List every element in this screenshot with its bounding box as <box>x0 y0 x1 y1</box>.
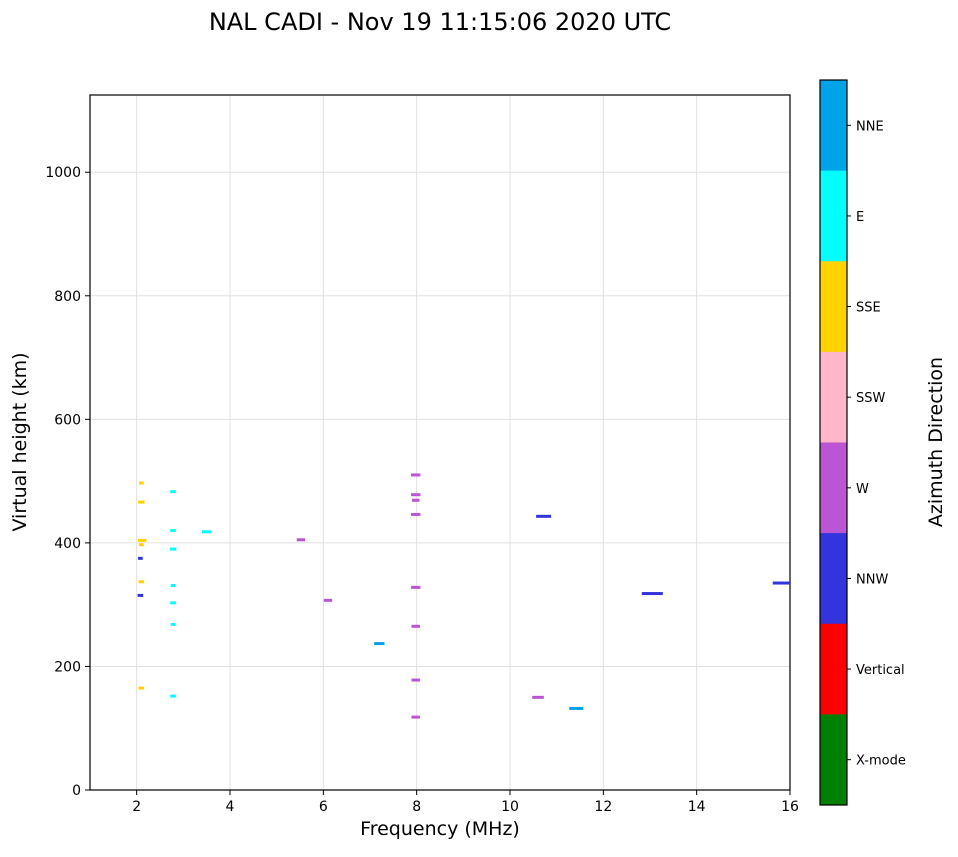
colorbar-entry-label: W <box>856 482 869 497</box>
data-point-w <box>411 512 421 516</box>
y-tick-label: 0 <box>72 783 81 799</box>
data-point-nnw <box>137 593 144 597</box>
data-point-w <box>296 538 306 542</box>
colorbar-entry-label: E <box>856 210 864 225</box>
x-tick-label: 12 <box>594 799 612 815</box>
plot-border <box>89 94 791 791</box>
data-point-w <box>411 624 420 628</box>
colorbar-entry-label: SSW <box>856 391 886 406</box>
data-point-w <box>411 715 420 719</box>
colorbar-segment-w <box>820 442 847 534</box>
colorbar-segment-vertical <box>820 623 847 715</box>
data-point-e <box>169 547 177 551</box>
data-point-w <box>532 695 544 699</box>
data-point-sse <box>138 538 147 542</box>
data-point-nne <box>569 706 584 710</box>
colorbar-entry-label: Vertical <box>856 663 905 678</box>
colorbar-segment-x-mode <box>820 714 847 806</box>
data-point-nnw <box>536 514 552 518</box>
data-point-e <box>170 490 176 494</box>
x-axis-label: Frequency (MHz) <box>360 818 520 840</box>
data-point-e <box>170 601 176 605</box>
data-point-nne <box>374 642 385 646</box>
colorbar-entry-label: NNE <box>856 119 884 134</box>
x-tick-label: 16 <box>781 799 799 815</box>
x-tick-label: 10 <box>501 799 519 815</box>
data-point-nnw <box>138 556 143 560</box>
data-point-e <box>170 694 176 698</box>
y-axis-label: Virtual height (km) <box>9 352 31 532</box>
data-point-w <box>411 585 421 589</box>
chart-title: NAL CADI - Nov 19 11:15:06 2020 UTC <box>208 8 672 36</box>
data-point-w <box>411 473 421 477</box>
colorbar-border <box>819 79 848 806</box>
y-tick-label: 200 <box>54 659 81 675</box>
colorbar-entry-label: NNW <box>856 572 888 587</box>
data-point-sse <box>138 686 145 690</box>
colorbar-segment-nnw <box>820 533 847 625</box>
colorbar-segment-ssw <box>820 351 847 443</box>
data-point-w <box>411 493 421 497</box>
data-point-w <box>412 498 420 502</box>
colorbar-segment-nne <box>820 80 847 172</box>
colorbar-entry-label: X-mode <box>856 754 906 769</box>
data-point-sse <box>139 481 144 485</box>
x-tick-label: 8 <box>412 799 421 815</box>
data-point-w <box>411 678 420 682</box>
y-tick-label: 600 <box>54 412 81 428</box>
data-point-sse <box>139 543 144 547</box>
data-point-sse <box>138 500 145 504</box>
y-tick-label: 800 <box>54 289 81 305</box>
x-tick-label: 14 <box>688 799 706 815</box>
data-point-e <box>170 529 176 533</box>
y-tick-label: 400 <box>54 536 81 552</box>
data-point-w <box>323 598 333 602</box>
y-tick-label: 1000 <box>45 165 81 181</box>
colorbar-segment-e <box>820 170 847 262</box>
data-point-e <box>202 530 212 534</box>
data-point-e <box>170 622 176 626</box>
colorbar-segment-sse <box>820 261 847 353</box>
data-point-nnw <box>641 592 663 596</box>
colorbar-axis-label: Azimuth Direction <box>925 356 947 528</box>
data-point-nnw <box>772 581 790 585</box>
colorbar-entry-label: SSE <box>856 301 881 316</box>
x-tick-label: 6 <box>319 799 328 815</box>
x-tick-label: 4 <box>226 799 235 815</box>
data-point-sse <box>138 580 145 584</box>
x-tick-label: 2 <box>132 799 141 815</box>
data-point-e <box>170 584 176 588</box>
